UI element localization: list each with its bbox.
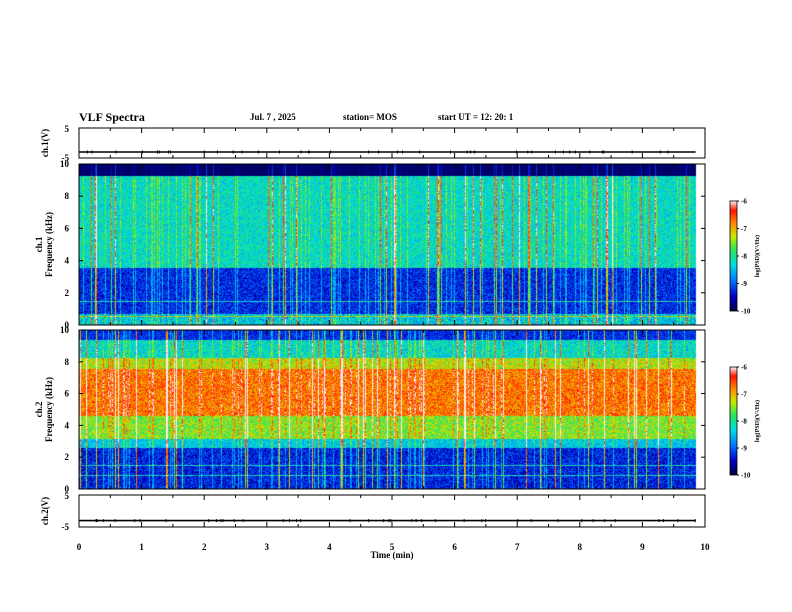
ch1-spectrogram-ytick-label: 2 (65, 288, 70, 298)
xtick-label: 7 (515, 542, 520, 552)
ch1-spectrogram-ytick-label: 6 (65, 223, 70, 233)
ch2-spectrogram-colorbar-label: log(PSD)(V²/Hz) (754, 400, 761, 442)
ch2-spectrogram-ylabel-channel: ch.2 (34, 401, 44, 417)
station-label: station= MOS (343, 112, 397, 122)
ch2-spectrogram-frame (78, 329, 706, 490)
ch1-spectrogram-ylabel-frequency: Frequency (kHz) (44, 212, 54, 277)
ch2-spectrogram-colorbar-tick-label: -7 (741, 391, 747, 399)
ch2-voltage-ytick-label: 5 (65, 491, 70, 501)
ch1-spectrogram-ytick-label: 8 (65, 191, 70, 201)
xtick-label: 8 (578, 542, 583, 552)
ch2-spectrogram-colorbar-tick-label: -9 (741, 445, 747, 453)
ch1-spectrogram-colorbar-tick-label: -7 (741, 225, 747, 233)
xtick-label: 10 (701, 542, 711, 552)
start-time-label: start UT = 12: 20: 1 (438, 112, 514, 122)
xtick-label: 4 (327, 542, 332, 552)
ch2-spectrogram-ytick-label: 4 (65, 420, 70, 430)
ch2-spectrogram-ytick-label: 6 (65, 389, 70, 399)
ch1-spectrogram-colorbar-tick-label: -6 (741, 198, 747, 206)
ch2-spectrogram-image (79, 330, 705, 489)
ch1-voltage-ytick-label: -5 (62, 153, 70, 163)
x-axis-label: Time (min) (370, 550, 413, 560)
ch2-spectrogram-colorbar-tick-label: -6 (741, 364, 747, 372)
xtick-label: 9 (640, 542, 645, 552)
xtick-label: 3 (265, 542, 270, 552)
ch2-spectrogram-colorbar-tick-label: -8 (741, 418, 747, 426)
ch1-spectrogram-ylabel-channel: ch.1 (34, 236, 44, 252)
ch1-spectrogram-ytick-label: 0 (65, 320, 70, 330)
ch2-spectrogram-ytick-label: 0 (65, 484, 70, 494)
ch1-voltage-ylabel: ch.1(V) (40, 129, 50, 157)
ch2-spectrogram-colorbar-frame (729, 366, 738, 476)
ch1-spectrogram-colorbar-tick-label: -9 (741, 280, 747, 288)
ch2-spectrogram-ytick-label: 2 (65, 452, 70, 462)
ch2-spectrogram-ytick-label: 10 (60, 325, 70, 335)
ch1-spectrogram-colorbar-label: log(PSD)(V²/Hz) (754, 235, 761, 277)
ch1-colorbar-image (730, 201, 737, 311)
ch1-spectrogram-colorbar-tick-label: -10 (741, 308, 751, 316)
xtick-label: 6 (452, 542, 457, 552)
xtick-label: 2 (202, 542, 207, 552)
ch1-voltage-ytick-label: 5 (65, 124, 70, 134)
xtick-label: 1 (139, 542, 144, 552)
ch2-spectrogram-colorbar-tick-label: -10 (741, 472, 751, 480)
ch2-colorbar-image (730, 367, 737, 475)
ch2-voltage-ytick-label: -5 (62, 522, 70, 532)
ch1-spectrogram-ytick-label: 4 (65, 256, 70, 266)
ch1-spectrogram-colorbar-tick-label: -8 (741, 253, 747, 261)
ch1-spectrogram-ytick-label: 10 (60, 159, 70, 169)
ch2-spectrogram-ytick-label: 8 (65, 357, 70, 367)
ch2-spectrogram-ylabel-frequency: Frequency (kHz) (44, 377, 54, 442)
ch1-spectrogram-image (79, 164, 705, 325)
ch1-spectrogram-frame (78, 163, 706, 326)
ch1-spectrogram-colorbar-frame (729, 200, 738, 312)
date-label: Jul. 7 , 2025 (250, 112, 296, 122)
figure-title: VLF Spectra (79, 110, 145, 124)
xtick-label: 5 (390, 542, 395, 552)
xtick-label: 0 (77, 542, 82, 552)
ch2-voltage-ylabel: ch.2(V) (40, 497, 50, 525)
ch2-voltage-bg (79, 495, 705, 527)
